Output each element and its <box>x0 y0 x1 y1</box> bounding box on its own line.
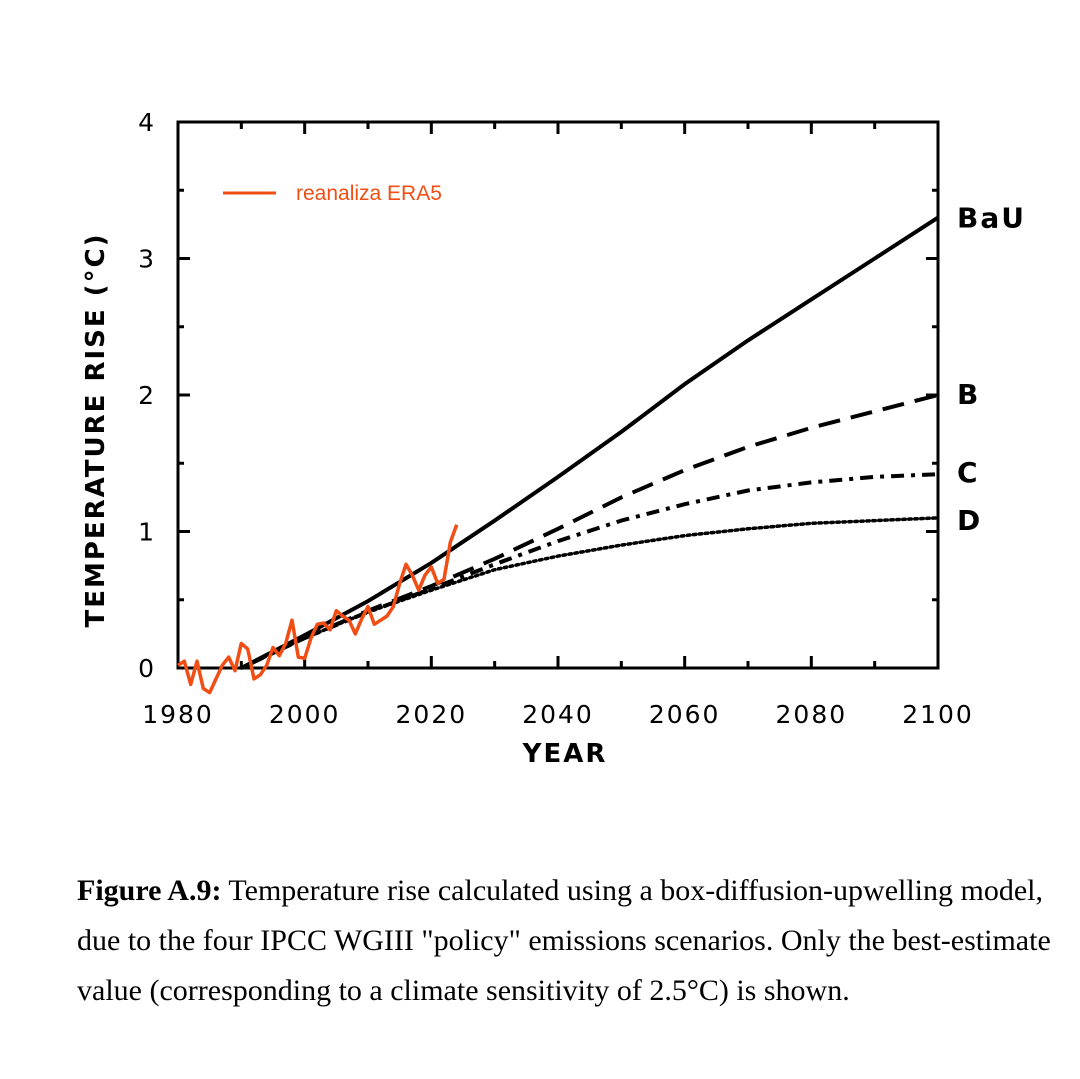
x-tick-label: 1980 <box>142 700 214 729</box>
y-tick-label: 2 <box>138 381 156 410</box>
temperature-chart: 1980 2000 2020 2040 2060 2080 2100 0 1 2 3 4 BaU B CD… <box>81 108 1026 769</box>
axis-ticks <box>176 120 940 670</box>
series-labels: BaU B CD <box>957 202 1026 537</box>
figure-caption: Figure A.9: Temperature rise calculated … <box>77 866 1067 1016</box>
x-axis-title: YEAR <box>522 739 608 769</box>
plot-border <box>176 120 940 670</box>
x-tick-label: 2020 <box>396 700 468 729</box>
series-line-reanaliza-era5 <box>177 524 459 695</box>
series-line-bau <box>240 215 940 670</box>
x-tick-label: 2060 <box>649 700 721 729</box>
series-line-b <box>240 393 939 670</box>
series-line-c <box>240 472 939 670</box>
series-line-d <box>239 516 940 670</box>
series-label-b: B <box>957 378 980 411</box>
y-tick-label: 4 <box>138 108 156 137</box>
series-label-c: C <box>957 456 980 489</box>
legend-label: reanaliza ERA5 <box>296 182 442 205</box>
y-tick-label: 3 <box>138 245 156 274</box>
y-tick-label: 0 <box>138 654 156 683</box>
x-tick-label: 2080 <box>776 700 848 729</box>
plot-frame <box>176 120 940 670</box>
legend: reanaliza ERA5 <box>223 182 442 205</box>
y-tick-label: 1 <box>138 518 156 547</box>
tick-labels: 1980 2000 2020 2040 2060 2080 2100 0 1 2 3 4 <box>138 108 974 729</box>
series-label-d: D <box>957 504 982 537</box>
caption-title: Figure A.9: <box>77 874 222 907</box>
x-tick-label: 2040 <box>522 700 594 729</box>
series-lines <box>177 215 940 695</box>
y-axis-title: TEMPERATURE RISE (°C) <box>81 232 111 627</box>
series-label-bau: BaU <box>957 202 1026 235</box>
caption-text: Temperature rise calculated using a box-… <box>77 874 1051 1007</box>
x-tick-label: 2000 <box>269 700 341 729</box>
x-tick-label: 2100 <box>902 700 974 729</box>
